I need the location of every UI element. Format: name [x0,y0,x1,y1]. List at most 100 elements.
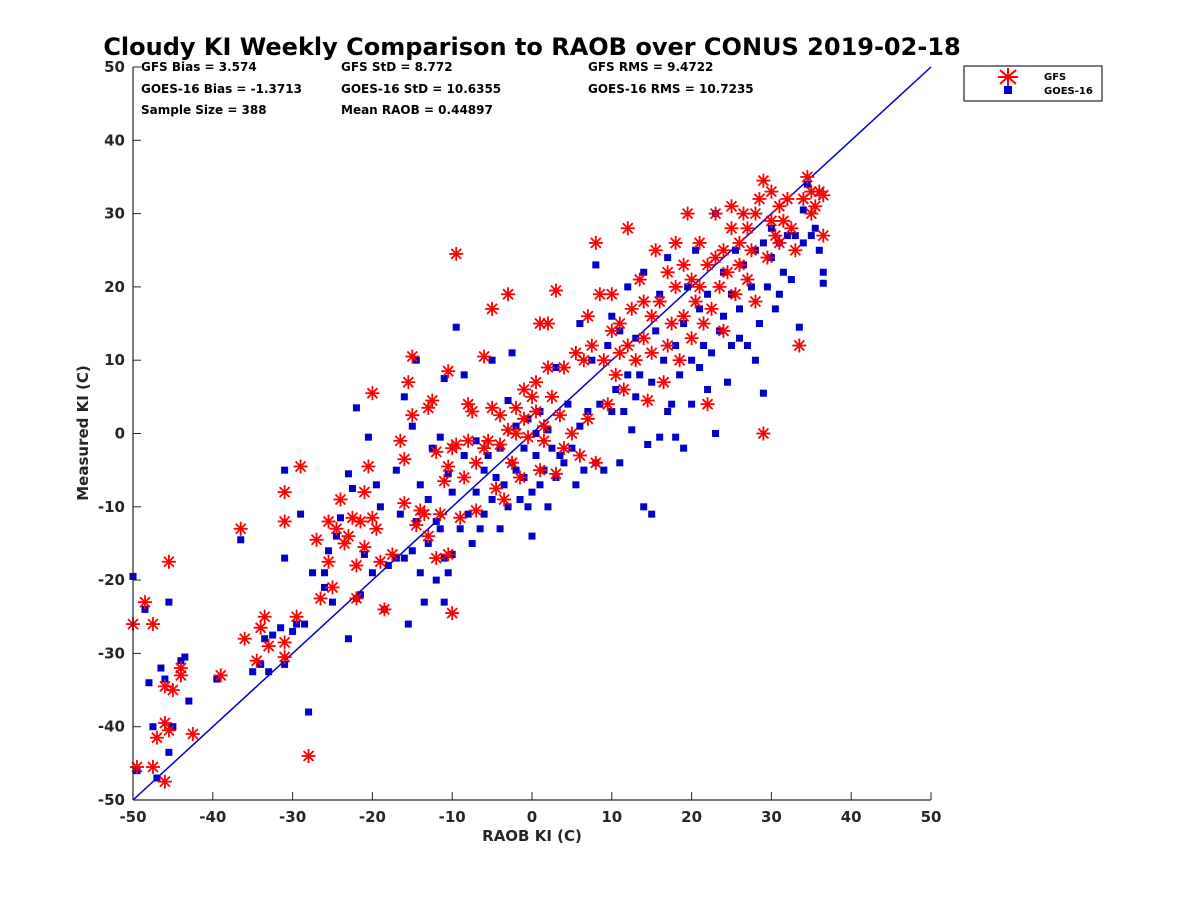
goes16-point [660,356,668,364]
goes16-point [712,430,720,437]
goes16-point [532,451,540,459]
gfs-point [349,558,364,573]
goes16-point [728,342,735,350]
goes16-point [783,232,791,240]
goes16-point [604,342,612,350]
goes16-point [281,466,289,474]
y-tick-label: -30 [98,644,125,662]
goes16-point [624,283,632,291]
goes-bias-text: GOES-16 Bias = -1.3713 [141,82,302,96]
gfs-point [680,206,695,221]
y-tick-label: 10 [104,351,125,369]
goes16-point [400,554,408,562]
goes16-point [348,484,356,492]
gfs-point [724,221,739,236]
gfs-point [453,510,468,525]
gfs-point [277,514,292,529]
goes16-point [799,239,807,247]
goes16-point [416,569,424,577]
goes16-point [664,254,672,262]
goes16-point [779,268,787,276]
goes16-point [799,206,807,214]
gfs-point [624,301,639,316]
gfs-point [580,309,595,324]
goes16-point [157,664,165,672]
gfs-point [509,426,524,441]
goes16-point [632,393,640,401]
gfs-point [664,316,679,331]
goes16-point [684,283,692,291]
gfs-point [481,433,496,448]
goes16-point [576,320,584,328]
y-tick-label: 40 [104,131,125,149]
goes16-point [372,481,380,489]
goes16-point [608,408,616,416]
goes16-point [145,679,153,687]
gfs-point [700,397,715,412]
gfs-point [548,466,563,481]
goes16-point [668,400,676,408]
gfs-point [469,455,484,470]
gfs-point [349,591,364,606]
gfs-point [393,433,408,448]
gfs-point [644,309,659,324]
x-tick-label: 30 [761,808,782,826]
gfs-point [552,408,567,423]
gfs-point [756,173,771,188]
goes16-point [185,697,193,705]
gfs-point [329,521,344,536]
x-axis-label: RAOB KI (C) [482,827,582,845]
gfs-point [772,235,787,250]
goes16-point [588,356,596,364]
goes16-point [680,444,688,452]
gfs-point [145,760,160,775]
goes16-point [572,481,580,489]
gfs-point [704,301,719,316]
goes16-point [512,466,520,474]
gfs-point [157,716,172,731]
gfs-point [716,243,731,258]
goes16-point [432,576,440,584]
goes16-point [460,371,468,379]
goes16-point [584,408,592,416]
goes16-point [508,349,516,357]
x-tick-label: -40 [199,808,226,826]
gfs-point [576,353,591,368]
gfs-point [600,397,615,412]
goes16-point [676,371,684,379]
goes16-point [468,539,476,547]
sample-size-text: Sample Size = 388 [141,103,267,117]
gfs-point [257,609,272,624]
gfs-point [808,199,823,214]
gfs-point [441,459,456,474]
goes16-point [161,675,169,683]
goes16-point [165,748,173,756]
goes16-point [815,246,823,254]
goes16-point [763,283,771,291]
goes16-point [249,668,257,676]
gfs-point [612,316,627,331]
gfs-point [261,639,276,654]
goes16-point [165,598,173,606]
goes16-point [488,495,496,503]
gfs-point [369,521,384,536]
goes16-point [344,470,352,478]
goes16-point [688,400,696,408]
goes16-point [696,305,704,313]
gfs-point [185,727,200,742]
gfs-point [676,309,691,324]
goes16-point [520,444,528,452]
goes16-point [460,451,468,459]
gfs-point [477,441,492,456]
goes16-point [281,554,289,562]
gfs-point [137,595,152,610]
goes16-point [336,514,344,522]
gfs-point [632,272,647,287]
gfs-point [313,591,328,606]
goes16-point [696,364,704,372]
goes16-point [580,466,588,474]
gfs-point [652,294,667,309]
goes16-point [321,583,329,591]
gfs-point [505,455,520,470]
